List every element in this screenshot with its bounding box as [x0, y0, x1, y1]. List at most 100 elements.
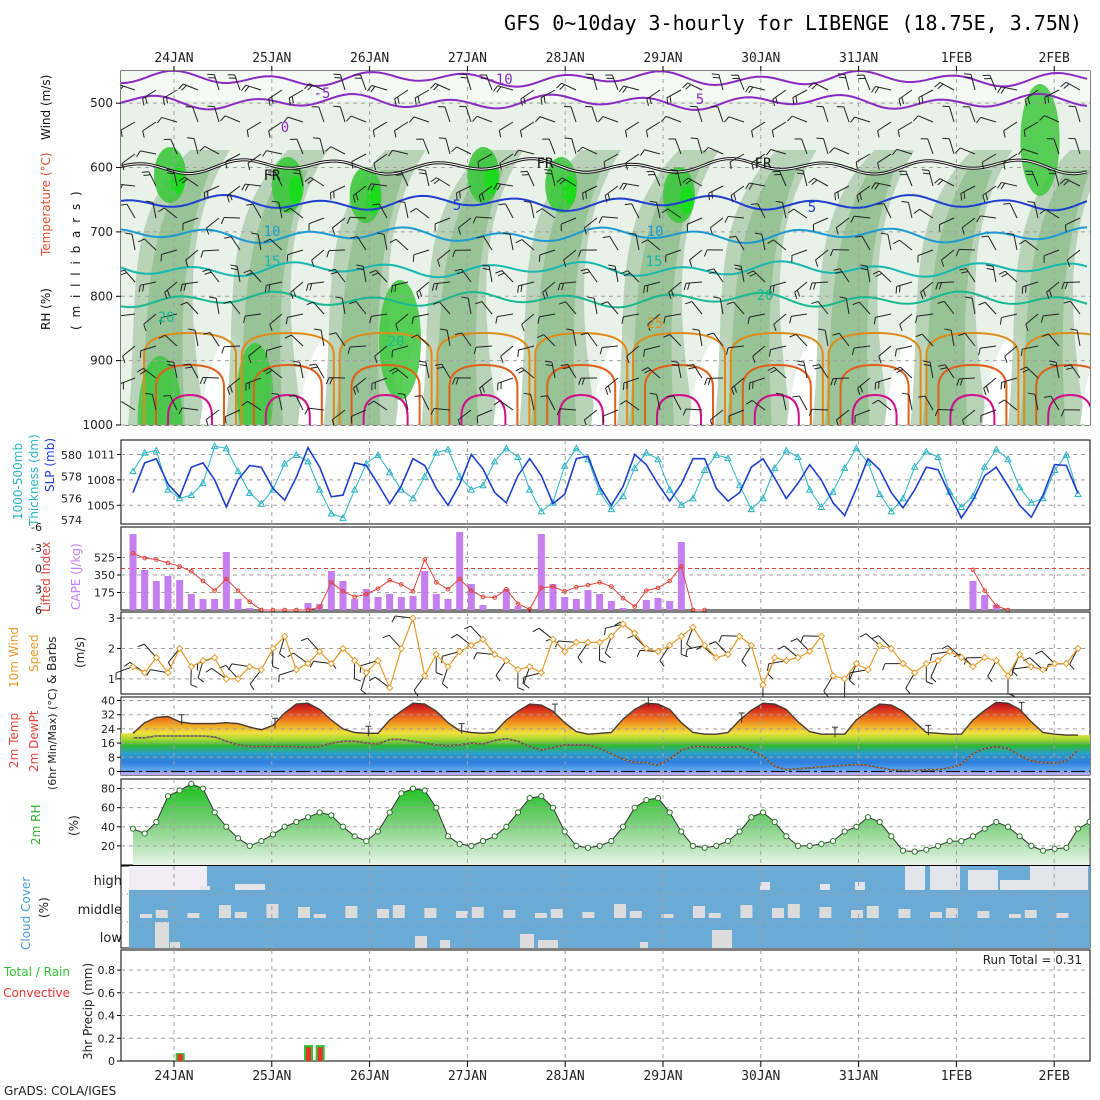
wind-barb	[192, 106, 199, 123]
wind-barb-flag	[794, 292, 798, 299]
wind-barb	[247, 153, 262, 164]
wind-barb	[414, 89, 430, 99]
wind-barb-flag	[663, 334, 671, 338]
wind-barb-flag	[283, 116, 289, 123]
wind-barb	[686, 627, 694, 645]
wind-barb-flag	[515, 367, 522, 372]
wind-barb	[539, 249, 556, 256]
wind-barb-flag	[335, 296, 343, 299]
rh-point	[864, 814, 872, 821]
wind-barb-flag	[577, 146, 583, 153]
cape-bar	[561, 597, 569, 610]
rh-point	[129, 825, 137, 832]
wind-barb	[899, 313, 913, 325]
middle-cloud-cell	[787, 904, 800, 918]
wind-barb-flag	[356, 267, 364, 271]
warm-isotherm-dome	[1023, 331, 1090, 425]
wind-barb-flag	[839, 296, 847, 299]
rh-point	[339, 823, 347, 830]
wind-barb-flag	[167, 662, 173, 669]
wind-barb-flag	[599, 347, 603, 355]
wind-barb	[561, 177, 577, 187]
wind-barb-flag	[180, 284, 183, 292]
wind-barb	[560, 408, 577, 411]
wind-barb	[122, 345, 136, 357]
wind-barb-flag	[309, 363, 317, 366]
warm-isotherm-dome	[753, 393, 800, 425]
wind-barb-flag	[540, 395, 548, 398]
wind-barb-flag	[835, 419, 839, 425]
wind-barb-flag	[625, 162, 628, 170]
top-date-label: 29JAN	[643, 51, 682, 66]
wind-barb-flag	[360, 689, 367, 695]
temperature-tick-label: 16	[101, 737, 115, 750]
wind-barb	[929, 362, 934, 379]
wind-barb	[591, 106, 598, 123]
wind-barb-flag	[382, 634, 390, 639]
wind-speed-point	[479, 635, 487, 644]
thickness-point	[817, 502, 826, 510]
wind-barb-flag	[823, 690, 829, 698]
wind-barb	[1003, 153, 1018, 164]
wind-barb-flag	[981, 162, 984, 170]
wind-barb-flag	[372, 203, 380, 206]
wind-barb	[194, 330, 199, 347]
wind-barb-flag	[121, 163, 125, 171]
wind-barb-flag	[145, 96, 148, 104]
wind-barb-flag	[438, 137, 446, 140]
wind-barb	[631, 203, 640, 219]
wind-barb-flag	[818, 328, 826, 331]
wind-barb-flag	[666, 395, 674, 398]
wind-barb-flag	[976, 215, 981, 223]
wind-barb-flag	[390, 285, 393, 293]
wind-barb-flag	[206, 227, 210, 235]
wind-barb	[801, 138, 808, 155]
wind-barb	[373, 153, 388, 164]
wind-barb	[838, 332, 850, 347]
rh-plume-core	[922, 170, 993, 425]
rh-dry-top	[121, 71, 1090, 101]
warm-isotherm-dome	[350, 363, 421, 425]
wind-barb	[202, 249, 220, 252]
wind-barb-flag	[418, 168, 426, 171]
wind-speed-point	[945, 647, 954, 656]
wind-barb-flag	[1066, 367, 1074, 370]
wind-barb-flag	[523, 392, 531, 395]
wind-barb	[749, 85, 766, 91]
pressure-tick-label: 700	[90, 225, 113, 239]
wind-barb-flag	[389, 238, 397, 243]
rh-point	[246, 842, 253, 849]
wind-barb-flag	[934, 409, 939, 417]
wind-barb	[625, 121, 640, 131]
wind-barb-flag	[159, 317, 162, 325]
rh-point	[666, 809, 673, 816]
wind-barb	[710, 409, 724, 421]
wind-speed-point	[257, 665, 266, 674]
wind-barb-flag	[602, 235, 610, 239]
rh-point	[794, 842, 802, 849]
wind-barb	[509, 234, 514, 251]
low-cloud-cell	[415, 936, 427, 948]
wind-barb-flag	[410, 207, 417, 213]
wind-barb-flag	[835, 271, 843, 274]
wind-barb	[421, 395, 430, 411]
wind-barb	[521, 239, 535, 251]
wind-barb-flag	[796, 169, 804, 171]
wind-barb-flag	[882, 663, 886, 671]
wind-barb-flag	[300, 637, 308, 642]
wind-speed-point	[840, 675, 849, 683]
wind-barb-flag	[514, 149, 519, 157]
rh-point	[643, 796, 650, 804]
wind-barb	[958, 377, 976, 380]
wind-barb	[715, 641, 729, 655]
wind-barb	[456, 185, 472, 194]
wind-barb-flag	[730, 195, 734, 203]
wind-barb	[875, 86, 892, 91]
wind-barb-flag	[622, 86, 628, 93]
wind-barb	[757, 203, 766, 219]
wind-barb-flag	[121, 129, 123, 137]
wind-barb-flag	[704, 249, 708, 257]
wind-barb	[225, 115, 241, 123]
wind-barb-flag	[419, 172, 427, 175]
